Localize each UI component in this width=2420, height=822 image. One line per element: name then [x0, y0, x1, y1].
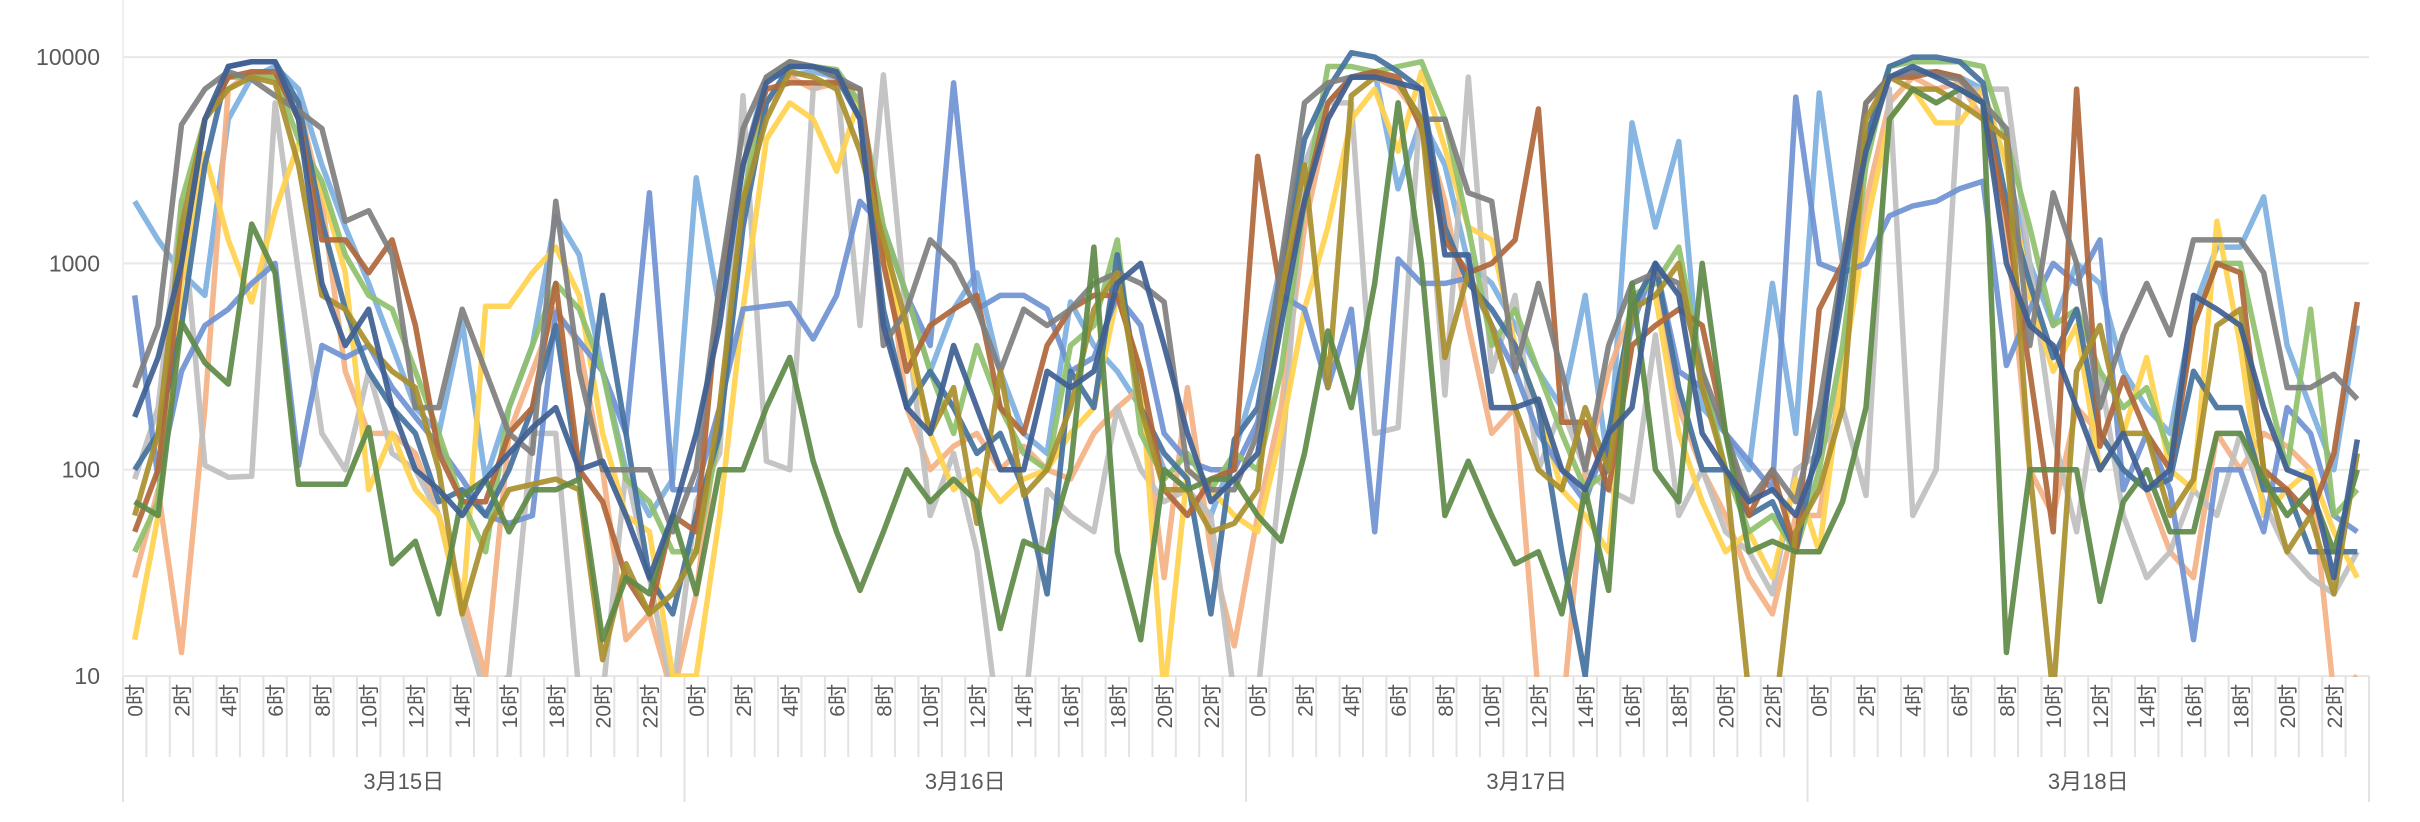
x-tick-label: 22时: [639, 684, 662, 728]
x-tick-label: 2时: [1856, 684, 1879, 717]
x-tick-label: 20时: [1154, 684, 1177, 728]
x-tick-label: 4时: [780, 684, 803, 717]
series-lines: [131, 49, 2361, 677]
x-tick-label: 18时: [2230, 684, 2253, 728]
date-group-label: 3月15日: [363, 769, 444, 794]
x-tick-label: 12时: [2090, 684, 2113, 728]
x-tick-label: 0时: [1809, 684, 1832, 717]
x-tick-label: 14时: [1575, 684, 1598, 728]
x-tick-label: 10时: [359, 684, 382, 728]
series-line-s7: [132, 49, 2358, 677]
x-tick-label: 2时: [733, 684, 756, 717]
x-tick-label: 10时: [920, 684, 943, 728]
x-tick-label: 18时: [546, 684, 569, 728]
date-group-label: 3月16日: [925, 769, 1006, 794]
x-tick-label: 16时: [2184, 684, 2207, 728]
x-tick-label: 0时: [125, 684, 148, 717]
x-tick-label: 20时: [2277, 684, 2300, 728]
x-tick-label: 16时: [1061, 684, 1084, 728]
date-group-label: 3月18日: [2048, 769, 2129, 794]
x-tick-label: 18时: [1107, 684, 1130, 728]
y-tick-label: 100: [62, 457, 100, 483]
x-axis: 0时 2时 4时 6时 8时 10时 12时 14时 16时 18时 20时 22时 3月15日 0时 2时…: [122, 0, 2370, 802]
x-tick-label: 6时: [1950, 684, 1973, 717]
x-tick-label: 10时: [1482, 684, 1505, 728]
x-tick-label: 8时: [1996, 684, 2019, 717]
x-tick-label: 12时: [405, 684, 428, 728]
series-line-s11: [133, 86, 2360, 656]
y-axis-tick-labels: 10 100 1000 10000: [36, 44, 100, 689]
x-tick-label: 2时: [1294, 684, 1317, 717]
x-tick-label: 4时: [1341, 684, 1364, 717]
x-tick-label: 6时: [1388, 684, 1411, 717]
x-tick-label: 8时: [873, 684, 896, 717]
x-tick-label: 16时: [499, 684, 522, 728]
x-tick-label: 14时: [1014, 684, 1037, 728]
x-tick-label: 10时: [2043, 684, 2066, 728]
x-tick-label: 18时: [1669, 684, 1692, 728]
x-tick-label: 4时: [1903, 684, 1926, 717]
x-tick-label: 22时: [2324, 684, 2347, 728]
x-tick-label: 4时: [218, 684, 241, 717]
x-tick-label: 2时: [171, 684, 194, 717]
x-tick-label: 0时: [686, 684, 709, 717]
x-tick-label: 16时: [1622, 684, 1645, 728]
series-line-s9: [132, 58, 2360, 535]
x-tick-label: 12时: [1528, 684, 1551, 728]
y-tick-label: 1000: [49, 250, 100, 276]
date-group-label: 3月17日: [1486, 769, 1567, 794]
x-tick-label: 20时: [593, 684, 616, 728]
x-tick-label: 8时: [1435, 684, 1458, 717]
x-tick-label: 14时: [2137, 684, 2160, 728]
x-tick-label: 8时: [312, 684, 335, 717]
y-tick-label: 10: [74, 663, 100, 689]
x-tick-label: 6时: [827, 684, 850, 717]
x-tick-label: 6时: [265, 684, 288, 717]
x-tick-label: 12时: [967, 684, 990, 728]
x-tick-label: 22时: [1762, 684, 1785, 728]
x-tick-label: 0时: [1248, 684, 1271, 717]
y-tick-label: 10000: [36, 44, 100, 70]
x-tick-label: 22时: [1201, 684, 1224, 728]
x-tick-label: 14时: [452, 684, 475, 728]
series-line-s12: [132, 58, 2361, 581]
x-tick-label: 20时: [1716, 684, 1739, 728]
